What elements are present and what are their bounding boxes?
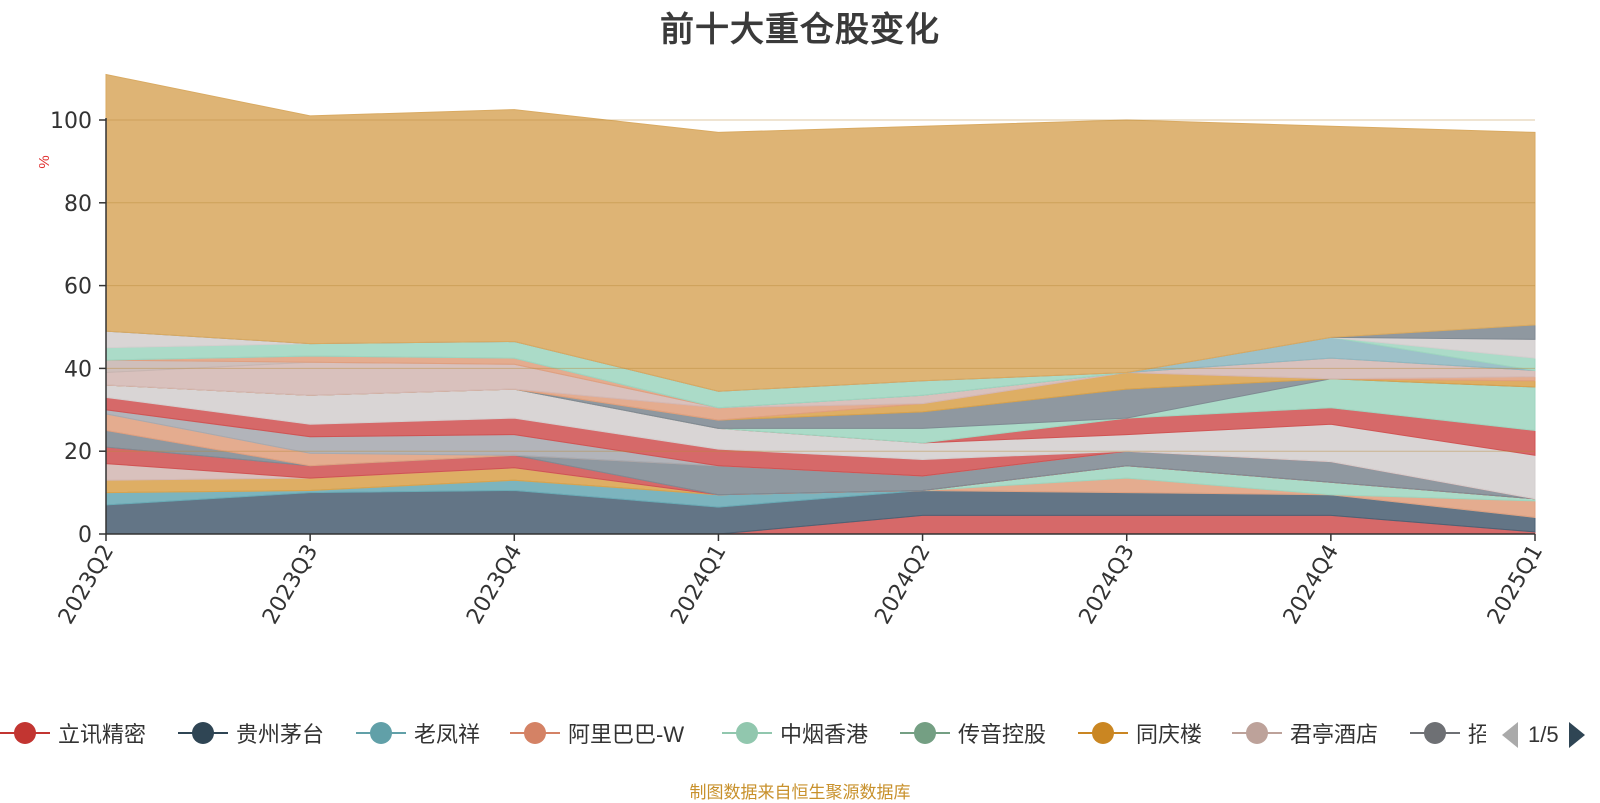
y-tick-label: 40	[64, 357, 92, 382]
legend-label: 君亭酒店	[1290, 722, 1379, 747]
x-tick-label: 2023Q4	[462, 541, 527, 629]
legend-marker-icon	[722, 722, 772, 744]
legend-label: 立讯精密	[58, 722, 147, 747]
x-tick-label: 2024Q2	[870, 541, 935, 629]
legend-marker-icon	[1078, 722, 1128, 744]
x-tick-label: 2025Q1	[1483, 541, 1548, 629]
y-tick-label: 60	[64, 275, 92, 300]
legend-marker-icon	[178, 722, 228, 744]
area-band-26	[105, 73, 1536, 392]
legend: 立讯精密 贵州茅台 老凤祥 阿里巴巴-W 中烟香港 传音控股 同庆楼 君亭酒店 招	[0, 713, 1486, 753]
legend-marker-icon	[510, 722, 560, 744]
legend-label: 老凤祥	[414, 722, 481, 747]
legend-marker-icon	[1410, 722, 1460, 744]
x-tick-label: 2023Q2	[54, 541, 119, 629]
legend-marker-icon	[1232, 722, 1282, 744]
source-note: 制图数据来自恒生聚源数据库	[689, 783, 911, 802]
y-axis-label: %	[36, 155, 53, 168]
legend-label: 贵州茅台	[236, 722, 325, 747]
next-page-icon[interactable]	[1567, 720, 1587, 750]
stacked-area-chart: 0 20 40 60 80 100% 2023Q2 2023Q3 2023Q4 2024Q1 202…	[36, 73, 1548, 629]
legend-page-indicator: 1/5	[1528, 722, 1559, 747]
legend-label: 中烟香港	[780, 722, 869, 747]
y-tick-label: 0	[78, 523, 92, 548]
x-tick-label: 2024Q3	[1075, 541, 1140, 629]
legend-label: 传音控股	[958, 722, 1047, 747]
x-tick-label: 2023Q3	[258, 541, 323, 629]
legend-item[interactable]: 同庆楼	[1078, 713, 1202, 753]
legend-item[interactable]: 中烟香港	[722, 713, 868, 753]
legend-item[interactable]: 招	[1410, 713, 1486, 753]
x-tick-label: 2024Q4	[1279, 541, 1344, 629]
y-tick-label: 100	[50, 109, 92, 134]
legend-marker-icon	[0, 722, 50, 744]
legend-item[interactable]: 阿里巴巴-W	[510, 713, 684, 753]
y-tick-label: 80	[64, 192, 92, 217]
legend-marker-icon	[900, 722, 950, 744]
area-series-group	[105, 73, 1536, 535]
chart-title: 前十大重仓股变化	[660, 11, 940, 49]
legend-item[interactable]: 传音控股	[900, 713, 1046, 753]
legend-marker-icon	[356, 722, 406, 744]
prev-page-icon[interactable]	[1500, 720, 1520, 750]
legend-item[interactable]: 君亭酒店	[1232, 713, 1378, 753]
grid-lines	[106, 119, 1535, 452]
legend-label: 同庆楼	[1136, 722, 1203, 747]
legend-pager: 1/5	[1500, 718, 1587, 752]
legend-item[interactable]: 贵州茅台	[178, 713, 324, 753]
legend-label: 阿里巴巴-W	[568, 722, 685, 747]
legend-label: 招	[1468, 722, 1486, 747]
y-tick-label: 20	[64, 440, 92, 465]
legend-item[interactable]: 立讯精密	[0, 713, 146, 753]
x-tick-label: 2024Q1	[666, 541, 731, 629]
legend-item[interactable]: 老凤祥	[356, 713, 480, 753]
